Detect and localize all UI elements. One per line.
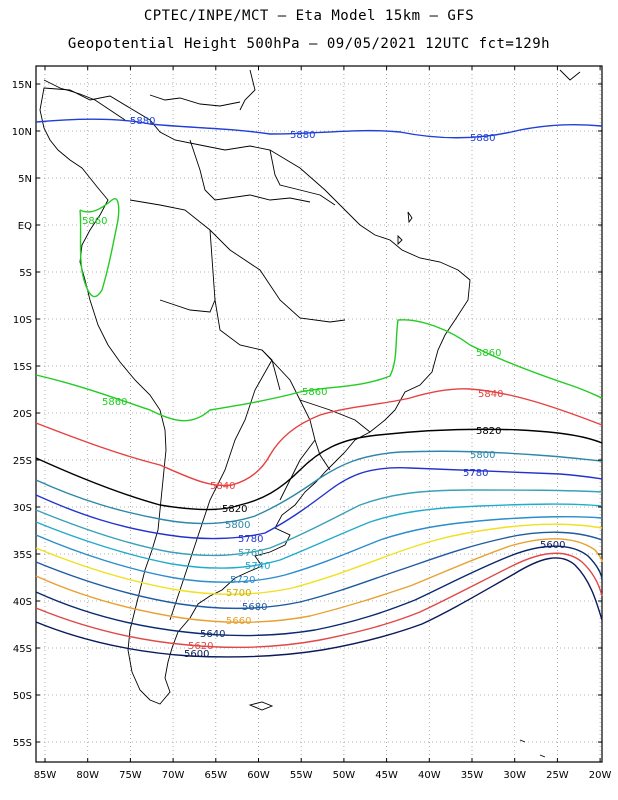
contour-label: 5740	[245, 561, 270, 572]
latitude-tick-label: 45S	[13, 644, 32, 655]
contour-5760	[35, 489, 603, 557]
longitude-tick-label: 80W	[76, 770, 99, 781]
contour-5700	[35, 523, 603, 595]
latitude-tick-label: 50S	[13, 691, 32, 702]
latitude-tick-label: EQ	[18, 221, 32, 232]
contour-label: 5880	[470, 133, 495, 144]
longitude-tick-label: 20W	[589, 770, 612, 781]
geopotential-contours	[35, 118, 603, 658]
contour-5600	[35, 557, 603, 658]
latitude-tick-label: 35S	[13, 550, 32, 561]
latitude-tick-label: 25S	[13, 456, 32, 467]
contour-5780	[35, 467, 603, 540]
longitude-tick-label: 65W	[204, 770, 227, 781]
contour-5740	[35, 503, 603, 569]
latitude-tick-label: 40S	[13, 597, 32, 608]
contour-5640	[35, 545, 603, 637]
contour-label: 5760	[238, 548, 263, 559]
tick-marks	[36, 66, 602, 762]
contour-label: 5780	[238, 534, 263, 545]
contour-label: 5720	[230, 575, 255, 586]
contour-label: 5860	[82, 216, 107, 227]
latitude-tick-label: 15N	[12, 80, 32, 91]
contour-label: 5640	[200, 629, 225, 640]
contour-label: 5840	[478, 389, 503, 400]
map-title-line1: CPTEC/INPE/MCT – Eta Model 15km – GFS	[143, 8, 475, 24]
contour-5860-north	[79, 198, 120, 298]
contour-5620	[35, 552, 603, 648]
contour-5720	[35, 516, 603, 583]
latitude-tick-label: 5S	[19, 268, 32, 279]
latitude-tick-label: 15S	[13, 362, 32, 373]
contour-label: 5860	[302, 387, 327, 398]
longitude-tick-label: 60W	[247, 770, 270, 781]
latitude-tick-label: 20S	[13, 409, 32, 420]
longitude-tick-label: 70W	[162, 770, 185, 781]
longitude-tick-label: 85W	[34, 770, 57, 781]
contour-label: 5700	[226, 588, 251, 599]
contour-label: 5780	[463, 468, 488, 479]
latitude-tick-label: 5N	[18, 174, 32, 185]
contour-label: 5600	[540, 540, 565, 551]
contour-label: 5680	[242, 602, 267, 613]
contour-5680	[35, 531, 603, 609]
longitude-tick-label: 30W	[503, 770, 526, 781]
contour-label: 5860	[476, 348, 501, 359]
latitude-labels: 15N 10N 5N EQ 5S 10S 15S 20S 25S 30S 35S 40S 45S 50S 5…	[12, 80, 32, 749]
contour-label: 5880	[130, 116, 155, 127]
latitude-tick-label: 10N	[12, 127, 32, 138]
contour-label: 5860	[102, 397, 127, 408]
longitude-labels: 85W 80W 75W 70W 65W 60W 55W 50W 45W 40W 35W 30W 25W 2…	[34, 770, 612, 781]
longitude-tick-label: 50W	[333, 770, 356, 781]
contour-5880	[35, 118, 603, 139]
map-frame	[35, 65, 603, 763]
longitude-tick-label: 55W	[290, 770, 313, 781]
contour-labels: 5880 5880 5880 5860 5860 5860 5860 5840 …	[82, 116, 565, 660]
contour-label: 5880	[290, 130, 315, 141]
contour-5860	[35, 319, 603, 422]
contour-label: 5820	[476, 426, 501, 437]
latitude-tick-label: 30S	[13, 503, 32, 514]
contour-label: 5800	[225, 520, 250, 531]
contour-label: 5800	[470, 450, 495, 461]
longitude-tick-label: 75W	[119, 770, 142, 781]
contour-5840	[35, 388, 603, 487]
longitude-tick-label: 25W	[546, 770, 569, 781]
contour-label: 5840	[210, 481, 235, 492]
map-title-line2: Geopotential Height 500hPa – 09/05/2021 …	[67, 36, 551, 52]
latitude-tick-label: 55S	[13, 738, 32, 749]
contour-5800	[35, 450, 603, 525]
contour-5660	[35, 538, 603, 623]
contour-label: 5660	[226, 616, 251, 627]
contour-label: 5600	[184, 649, 209, 660]
longitude-tick-label: 40W	[418, 770, 441, 781]
latitude-tick-label: 10S	[13, 315, 32, 326]
longitude-tick-label: 45W	[375, 770, 398, 781]
contour-label: 5820	[222, 504, 247, 515]
contour-label: 5620	[188, 641, 213, 652]
longitude-tick-label: 35W	[461, 770, 484, 781]
contour-5820	[35, 428, 603, 511]
